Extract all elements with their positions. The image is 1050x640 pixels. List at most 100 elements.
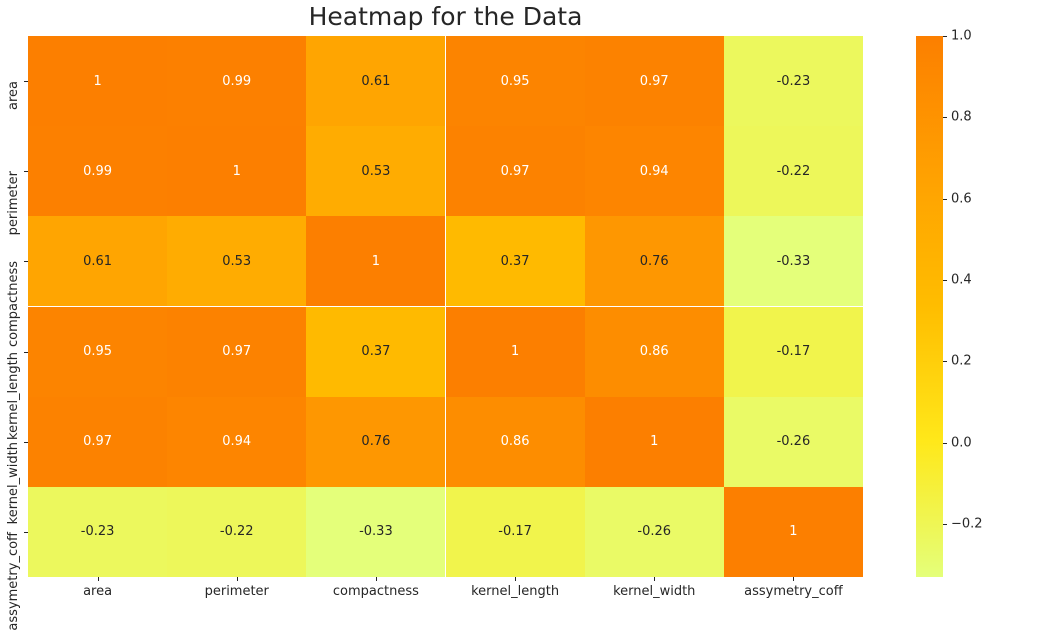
heatmap-cell: 0.86: [445, 396, 585, 487]
y-tick-mark: [24, 81, 28, 83]
y-tick-label: assymetry_coff: [6, 531, 21, 631]
colorbar-tick-mark: [943, 442, 947, 444]
heatmap-cell: 1: [167, 126, 307, 217]
heatmap-cell: 0.76: [584, 216, 724, 307]
y-tick-label: kernel_width: [6, 441, 21, 525]
heatmap-cell: -0.22: [723, 126, 863, 217]
y-tick-mark: [24, 441, 28, 443]
x-tick-mark: [515, 577, 517, 581]
heatmap-cell: -0.23: [723, 36, 863, 127]
cell-value: 1: [789, 524, 798, 540]
cell-value: 1: [93, 73, 102, 89]
cell-value: 0.61: [83, 253, 113, 269]
cell-value: 0.94: [639, 163, 669, 179]
cell-value: 0.86: [639, 344, 669, 360]
heatmap-cell: 0.95: [28, 306, 168, 397]
x-tick-label: compactness: [332, 584, 419, 599]
cell-value: 0.97: [639, 73, 669, 89]
cell-value: 0.53: [361, 163, 391, 179]
cell-value: 0.97: [500, 163, 530, 179]
x-tick-label: kernel_width: [613, 584, 696, 599]
heatmap-cell: 0.76: [306, 396, 446, 487]
cell-value: -0.33: [776, 253, 811, 269]
cell-value: 0.76: [361, 434, 391, 450]
cell-value: 0.97: [222, 344, 252, 360]
cell-value: -0.22: [219, 524, 254, 540]
heatmap-cell: -0.26: [584, 486, 724, 577]
cell-value: 0.94: [222, 434, 252, 450]
heatmap-cell: 1: [306, 216, 446, 307]
cell-value: 1: [650, 434, 659, 450]
colorbar-tick-mark: [943, 198, 947, 200]
heatmap-cell: 1: [723, 486, 863, 577]
x-tick-mark: [654, 577, 656, 581]
heatmap-cell: 1: [445, 306, 585, 397]
heatmap-cell: 0.94: [167, 396, 307, 487]
y-tick-label: kernel_length: [6, 351, 21, 440]
cell-value: 0.99: [83, 163, 113, 179]
colorbar-tick-mark: [943, 361, 947, 363]
heatmap-cell: 0.86: [584, 306, 724, 397]
heatmap-cell: 0.61: [306, 36, 446, 127]
cell-value: 1: [510, 344, 520, 360]
heatmap-cell: 0.99: [28, 126, 168, 217]
cell-value: 1: [232, 163, 241, 179]
y-tick-mark: [24, 261, 28, 263]
cell-value: 1: [371, 253, 381, 269]
y-tick-label: perimeter: [6, 171, 21, 236]
heatmap-cell: 1: [28, 36, 168, 127]
cell-value: 0.53: [222, 253, 252, 269]
cell-value: 0.95: [500, 73, 530, 89]
heatmap-cell: 0.97: [445, 126, 585, 217]
heatmap-cell: 0.95: [445, 36, 585, 127]
y-tick-label: compactness: [6, 261, 21, 348]
heatmap-cell: 0.97: [28, 396, 168, 487]
colorbar-tick-label: −0.2: [951, 516, 983, 532]
cell-value: 0.99: [222, 73, 252, 89]
heatmap-cell: -0.33: [306, 486, 446, 577]
colorbar-tick-mark: [943, 117, 947, 119]
y-tick-mark: [24, 531, 28, 533]
heatmap-cell: 0.97: [584, 36, 724, 127]
colorbar-gradient: [916, 36, 943, 577]
x-tick-label: perimeter: [204, 584, 269, 599]
colorbar-tick-label: 0.4: [951, 272, 972, 288]
heatmap-cell: -0.17: [723, 306, 863, 397]
chart-title: Heatmap for the Data: [308, 2, 583, 31]
cell-value: 0.86: [500, 434, 530, 450]
colorbar-tick-label: 0.2: [951, 353, 972, 369]
heatmap-cell: 0.53: [167, 216, 307, 307]
x-tick-mark: [375, 577, 377, 581]
heatmap-cell: 0.61: [28, 216, 168, 307]
heatmap-cell: -0.17: [445, 486, 585, 577]
heatmap-cell: 0.37: [445, 216, 585, 307]
cell-value: 0.97: [83, 434, 113, 450]
heatmap-cell: 0.97: [167, 306, 307, 397]
cell-value: -0.23: [80, 524, 115, 540]
cell-value: -0.26: [637, 524, 672, 540]
heatmap-cell: 0.53: [306, 126, 446, 217]
x-tick-label: kernel_length: [471, 584, 560, 599]
cell-value: 0.61: [361, 73, 391, 89]
cell-value: 0.95: [83, 344, 113, 360]
colorbar-tick-label: 0.8: [951, 109, 972, 125]
cell-value: -0.23: [776, 73, 811, 89]
x-tick-mark: [97, 577, 99, 581]
cell-value: -0.26: [776, 434, 811, 450]
cell-value: -0.33: [359, 524, 393, 540]
y-tick-mark: [24, 351, 28, 353]
y-tick-mark: [24, 171, 28, 173]
x-tick-mark: [236, 577, 238, 581]
heatmap-cell: -0.26: [723, 396, 863, 487]
heatmap-cell: 1: [584, 396, 724, 487]
x-tick-label: assymetry_coff: [744, 584, 843, 599]
cell-value: 0.37: [361, 344, 391, 360]
colorbar-tick-mark: [943, 524, 947, 526]
cell-value: 0.37: [500, 253, 530, 269]
heatmap-cell: 0.94: [584, 126, 724, 217]
colorbar-tick-label: 0.6: [951, 191, 972, 207]
heatmap-cell: 0.99: [167, 36, 307, 127]
colorbar-tick-mark: [943, 280, 947, 282]
heatmap-cell: -0.23: [28, 486, 168, 577]
